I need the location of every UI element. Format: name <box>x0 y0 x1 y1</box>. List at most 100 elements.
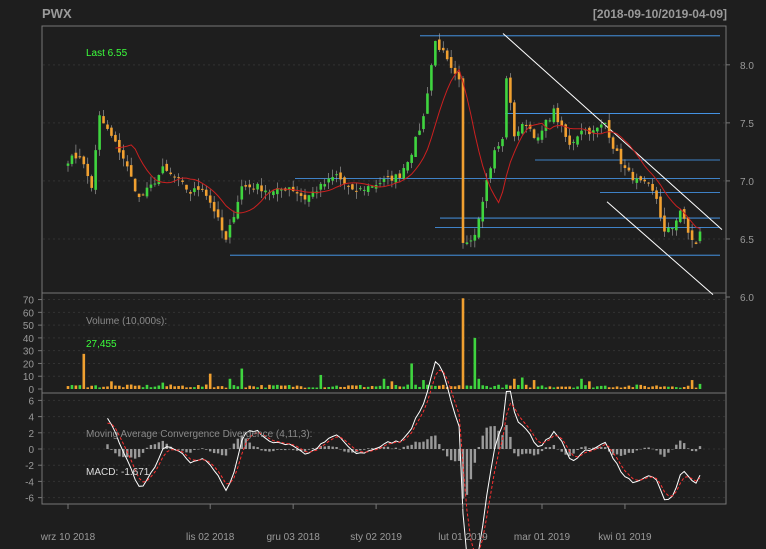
candle-body <box>524 124 528 126</box>
macd-histogram-bar <box>548 447 552 449</box>
candle-body <box>212 201 216 212</box>
candle-body <box>603 122 607 124</box>
macd-tick-label: 4 <box>28 413 34 424</box>
volume-bar <box>236 386 240 389</box>
candle-body <box>86 163 90 177</box>
volume-bar <box>268 384 271 389</box>
candle-body <box>635 178 639 183</box>
candle-body <box>675 220 678 231</box>
volume-bar <box>129 384 133 389</box>
volume-bar <box>74 385 78 389</box>
macd-histogram-bar <box>489 426 492 449</box>
macd-histogram-bar <box>137 449 141 458</box>
macd-histogram-bar <box>161 440 164 449</box>
candle-body <box>461 78 465 243</box>
date-tick-label: lut 01 2019 <box>438 532 488 543</box>
volume-bar <box>102 386 105 389</box>
macd-histogram-bar <box>671 449 674 450</box>
candle-body <box>276 188 279 195</box>
macd-histogram-bar <box>659 449 662 455</box>
macd-histogram-bar <box>110 449 113 450</box>
candle-body <box>556 107 560 123</box>
macd-histogram-bar <box>295 449 299 451</box>
volume-bar <box>244 387 248 389</box>
volume-bar <box>675 387 678 389</box>
macd-histogram-bar <box>604 447 607 449</box>
volume-bar <box>426 384 429 389</box>
candle-body <box>422 116 425 130</box>
candle-body <box>540 130 544 140</box>
volume-bar <box>520 377 524 389</box>
volume-bar <box>588 381 591 389</box>
candle-body <box>177 177 180 179</box>
volume-bar <box>596 386 599 389</box>
volume-bar <box>548 386 552 389</box>
candle-body <box>236 201 240 219</box>
candle-body <box>564 124 567 137</box>
volume-bar <box>177 385 180 389</box>
date-tick-label: lis 02 2018 <box>186 532 235 543</box>
candle-body <box>66 163 70 166</box>
price-tick-label: 7.0 <box>740 177 754 188</box>
macd-histogram-bar <box>288 449 291 450</box>
macd-histogram-bar <box>370 448 374 449</box>
candle-body <box>232 217 236 223</box>
macd-histogram-bar <box>683 443 686 449</box>
volume-bar <box>655 385 658 389</box>
volume-bar <box>169 384 172 389</box>
volume-bar <box>323 387 327 389</box>
volume-bar <box>438 385 441 389</box>
macd-histogram-bar <box>623 449 627 455</box>
candle-body <box>331 177 334 181</box>
volume-bar <box>315 387 319 389</box>
candle-body <box>596 127 599 132</box>
volume-bar <box>394 384 398 389</box>
macd-tick-label: 6 <box>28 396 34 407</box>
volume-bar <box>544 387 548 389</box>
volume-title: Volume (10,000s): <box>86 316 167 327</box>
price-tick-label: 8.0 <box>740 61 754 72</box>
candle-body <box>319 183 323 190</box>
candle-body <box>497 146 500 149</box>
candle-body <box>481 201 485 222</box>
macd-histogram-bar <box>493 426 496 449</box>
volume-bar <box>133 385 137 389</box>
volume-bar <box>307 387 311 389</box>
volume-bar <box>552 387 556 389</box>
volume-bar <box>599 385 603 389</box>
candle-body <box>118 139 121 153</box>
candle-body <box>149 184 153 188</box>
candle-body <box>627 167 631 171</box>
macd-histogram-bar <box>477 447 480 449</box>
volume-bar <box>137 385 141 389</box>
macd-histogram-bar <box>528 449 532 454</box>
macd-histogram-bar <box>647 447 650 449</box>
macd-histogram-bar <box>386 446 390 449</box>
volume-tick-label: 70 <box>23 296 35 307</box>
volume-tick-label: 10 <box>23 372 35 383</box>
macd-histogram-bar <box>410 444 413 449</box>
candle-body <box>410 154 413 163</box>
candle-body <box>678 210 682 223</box>
macd-histogram-bar <box>556 449 559 450</box>
volume-bar <box>517 384 520 389</box>
macd-histogram-bar <box>106 444 109 449</box>
candle-body <box>414 136 417 158</box>
candle-body <box>295 192 299 194</box>
candle-body <box>256 183 259 190</box>
candle-body <box>532 129 536 138</box>
volume-bar <box>505 384 508 389</box>
candle-body <box>291 186 295 192</box>
volume-bar <box>212 387 216 389</box>
candle-body <box>110 127 113 136</box>
macd-tick-label: -2 <box>25 461 34 472</box>
candle-body <box>438 39 441 50</box>
macd-histogram-bar <box>157 442 161 449</box>
volume-bar <box>216 386 220 389</box>
volume-bar <box>208 373 212 389</box>
macd-histogram-bar <box>560 449 563 452</box>
volume-bar <box>98 387 101 389</box>
volume-bar <box>457 385 461 389</box>
